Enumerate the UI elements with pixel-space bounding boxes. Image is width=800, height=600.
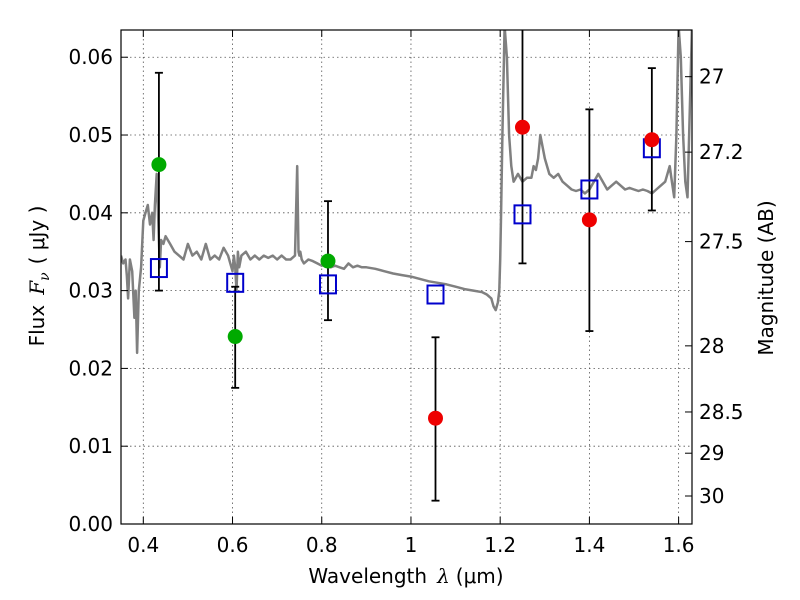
axis-ticks: 0.4 0.6 0.8 1 1.2 1.4 1.6 0.00 0.01 0.02 0.03 0.04 0… (68, 30, 744, 557)
data-point-marker (644, 132, 660, 148)
model-square-marker (149, 258, 168, 279)
x-tick-label: 1.2 (484, 533, 516, 557)
x-tick-label: 1.4 (573, 533, 605, 557)
x-tick-label: 1 (405, 533, 418, 557)
data-point-marker (514, 119, 530, 135)
y-tick-label: 0.04 (68, 201, 113, 225)
y-axis-label-unit: ( μJy ) (25, 206, 49, 265)
model-square-marker (513, 204, 532, 225)
y-tick-label: 0.06 (68, 45, 113, 69)
y2-tick-label: 27.5 (699, 230, 744, 254)
y-tick-label: 0.02 (68, 356, 113, 380)
y2-axis-label: Magnitude (AB) (754, 200, 778, 355)
data-markers (149, 119, 661, 426)
model-square-marker (318, 274, 337, 295)
x-tick-label: 0.8 (306, 533, 338, 557)
x-tick-label: 1.6 (663, 533, 695, 557)
y2-tick-label: 27.2 (699, 140, 744, 164)
x-axis-label-text: Wavelength (308, 564, 427, 588)
y-axis-label: Flux Fν ( μJy ) (25, 206, 53, 347)
y-axis-label-text: Flux (25, 305, 49, 347)
model-square-marker (580, 179, 599, 200)
x-axis-label: Wavelength λ (μm) (308, 564, 503, 588)
x-tick-label: 0.6 (217, 533, 249, 557)
x-tick-label: 0.4 (127, 533, 159, 557)
x-axis-label-symbol: λ (436, 564, 450, 588)
y-tick-label: 0.00 (68, 512, 113, 536)
y-tick-label: 0.05 (68, 123, 113, 147)
y-tick-label: 0.03 (68, 279, 113, 303)
y-tick-label: 0.01 (68, 434, 113, 458)
y2-tick-label: 27 (699, 65, 724, 89)
data-point-marker (320, 253, 336, 269)
model-spectrum-line (121, 30, 692, 355)
plot-area (121, 30, 692, 355)
y2-tick-label: 28.5 (699, 400, 744, 424)
data-point-marker (427, 410, 443, 426)
y-axis-label-subscript: ν (37, 272, 53, 281)
y2-tick-label: 30 (699, 484, 724, 508)
data-point-marker (151, 157, 167, 173)
y2-tick-label: 29 (699, 441, 724, 465)
plot-frame (120, 29, 693, 525)
x-axis-label-unit: (μm) (456, 564, 504, 588)
data-point-marker (581, 212, 597, 228)
model-square-marker (426, 284, 445, 305)
y2-tick-label: 28 (699, 334, 724, 358)
data-point-marker (227, 329, 243, 345)
model-square-marker (226, 272, 245, 293)
y-axis-label-symbol: F (25, 280, 49, 296)
